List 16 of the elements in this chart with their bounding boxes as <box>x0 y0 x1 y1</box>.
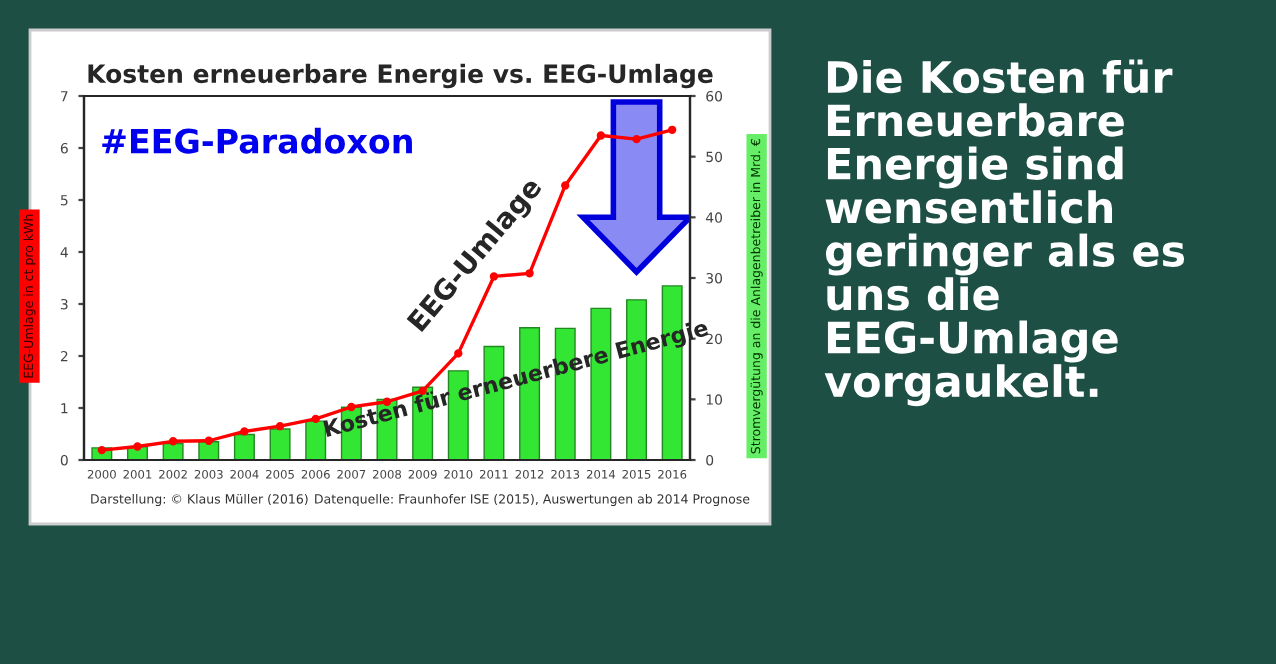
point <box>204 436 213 445</box>
bar <box>305 420 327 460</box>
point <box>596 131 606 140</box>
text: Die Kosten für Erneuerbare Energie sind wensentlich geringer als es uns die EEG-Umlage vorgaukelt. <box>824 59 1185 407</box>
point <box>275 422 285 431</box>
point <box>311 414 320 424</box>
chart-title: Kosten erneuerbare Energie vs. EEG-Umlage <box>88 63 713 89</box>
bar <box>233 433 255 460</box>
point <box>133 442 142 451</box>
point <box>632 134 641 144</box>
bar <box>269 428 291 460</box>
point <box>168 437 178 446</box>
point <box>240 427 249 436</box>
point <box>668 125 677 134</box>
annotation: #EEG-Paradoxon <box>102 127 412 154</box>
point <box>561 181 570 190</box>
